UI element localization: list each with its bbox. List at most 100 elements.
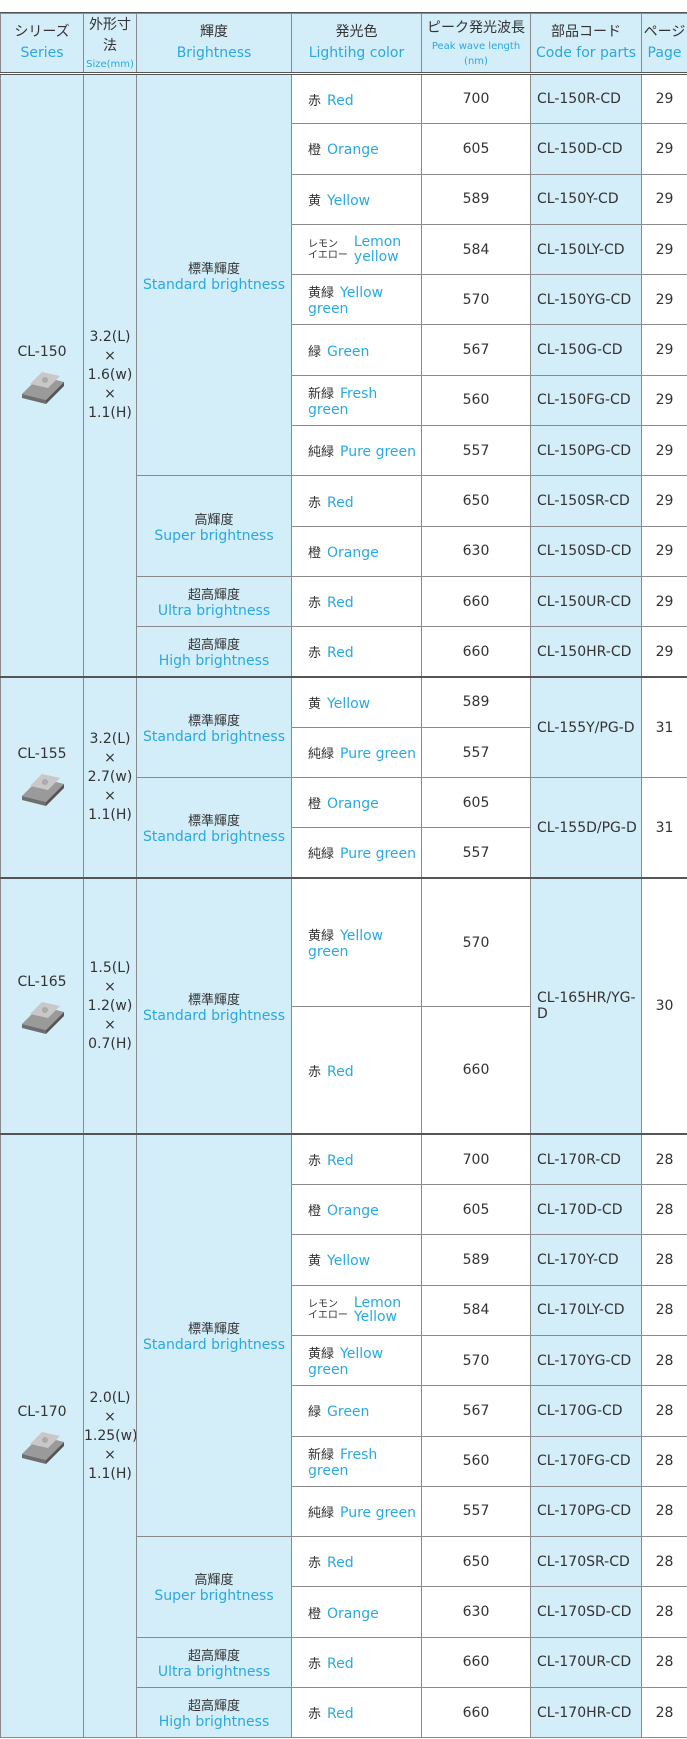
- page-number: 29: [641, 324, 687, 376]
- part-code: CL-170SR-CD: [530, 1536, 642, 1588]
- page-number: 28: [641, 1636, 687, 1689]
- header-row: シリーズ Series 外形寸法 Size(mm) 輝度 Brightness 発光色…: [0, 13, 687, 75]
- color-jp: 赤: [308, 646, 322, 662]
- wavelength: 700: [421, 72, 531, 125]
- color-en: Red: [327, 645, 354, 662]
- color-en: Red: [327, 494, 354, 511]
- color-cell: 赤 Red: [291, 1005, 422, 1135]
- table-row: 高輝度 Super brightness 赤 Red 650 CL-170SR-CD 28: [1, 1536, 687, 1638]
- led-image: [22, 773, 64, 806]
- brightness-jp: 高輝度: [194, 1573, 234, 1589]
- color-jp-line: レモン: [308, 1299, 338, 1311]
- wavelength: 589: [421, 173, 531, 225]
- size-line: 1.1(H): [88, 1465, 132, 1482]
- part-code: CL-170FG-CD: [530, 1435, 642, 1487]
- size-line: ×: [104, 1016, 116, 1033]
- color-en: Red: [327, 595, 354, 612]
- color-jp-line: イエロー: [308, 249, 348, 261]
- color-en: Pure green: [340, 846, 417, 863]
- table-row: レモン イエロー Lemon Yellow 584 CL-170LY-CD 28: [1, 1284, 687, 1336]
- part-code: CL-170R-CD: [530, 1133, 642, 1186]
- header-jp: 輝度: [200, 24, 228, 40]
- color-jp: 赤: [308, 1707, 322, 1723]
- color-cell: 赤 Red: [291, 575, 422, 628]
- table-row: 橙 Orange 605 CL-170D-CD 28: [1, 1184, 687, 1236]
- size-line: ×: [104, 750, 116, 767]
- brightness-jp: 標準輝度: [187, 714, 240, 730]
- led-image: [22, 1432, 64, 1465]
- color-en: Orange: [327, 142, 379, 159]
- led-image: [22, 371, 64, 404]
- part-code: CL-150G-CD: [530, 324, 642, 376]
- color-jp: 赤: [308, 93, 322, 109]
- brightness-jp: 超高輝度: [187, 1699, 240, 1715]
- color-en: Orange: [327, 796, 379, 813]
- color-cell: 純緑 Pure green: [291, 827, 422, 879]
- color-jp: 赤: [308, 1556, 322, 1572]
- color-cell: レモン イエロー Lemon Yellow: [291, 1284, 422, 1336]
- page-number: 28: [641, 1234, 687, 1286]
- size-line: 1.1(H): [88, 806, 132, 823]
- part-code: CL-150HR-CD: [530, 626, 642, 678]
- color-cell: 黄緑 Yellow green: [291, 274, 422, 326]
- color-cell: 橙 Orange: [291, 1586, 422, 1638]
- wavelength: 584: [421, 1284, 531, 1336]
- header-jp: 部品コード: [551, 24, 621, 40]
- header-en: Lightihg color: [308, 45, 405, 61]
- color-jp: 赤: [308, 1064, 322, 1080]
- size-line: 1.25(w): [84, 1427, 137, 1444]
- wavelength: 660: [421, 1687, 531, 1739]
- page-number: 29: [641, 475, 687, 527]
- header-cell: ページ Page: [641, 13, 687, 75]
- brightness-en: Standard brightness: [143, 829, 285, 846]
- color-cell: 赤 Red: [291, 1133, 422, 1186]
- size-cell: 1.5(L) × 1.2(w) × 0.7(H): [83, 877, 137, 1135]
- part-code: CL-170G-CD: [530, 1385, 642, 1437]
- brightness-en: Standard brightness: [143, 1007, 285, 1024]
- brightness-cell: 高輝度 Super brightness: [136, 475, 292, 577]
- wavelength: 557: [421, 425, 531, 477]
- size-line: 2.7(w): [87, 769, 133, 786]
- part-code: CL-170D-CD: [530, 1184, 642, 1236]
- wavelength: 560: [421, 1435, 531, 1487]
- brightness-jp: 標準輝度: [187, 992, 240, 1008]
- wavelength: 630: [421, 1586, 531, 1638]
- wavelength: 650: [421, 475, 531, 527]
- brightness-cell: 超高輝度 High brightness: [136, 626, 292, 678]
- brightness-cell: 標準輝度 Standard brightness: [136, 877, 292, 1135]
- brightness-en: Ultra brightness: [157, 603, 271, 620]
- brightness-cell: 標準輝度 Standard brightness: [136, 777, 292, 879]
- series-name: CL-155: [17, 745, 67, 762]
- color-jp: 黄緑: [308, 1347, 335, 1363]
- color-jp: 緑: [308, 344, 322, 360]
- color-en: Red: [327, 1153, 354, 1170]
- size-line: ×: [104, 978, 116, 995]
- table-row: 黄緑 Yellow green 570 CL-150YG-CD 29: [1, 274, 687, 326]
- wavelength: 605: [421, 777, 531, 829]
- color-jp: 純緑: [308, 847, 335, 863]
- brightness-cell: 標準輝度 Standard brightness: [136, 72, 292, 477]
- color-en: Lemon yellow: [353, 233, 402, 265]
- part-code: CL-170PG-CD: [530, 1485, 642, 1538]
- page-number: 28: [641, 1385, 687, 1437]
- header-en: Size(mm): [86, 58, 134, 70]
- size-line: ×: [104, 788, 116, 805]
- color-jp: 黄: [308, 193, 322, 209]
- color-en: Fresh green: [308, 385, 378, 418]
- color-cell: 赤 Red: [291, 475, 422, 527]
- size-line: 1.5(L): [89, 960, 131, 977]
- part-code: CL-155D/PG-D: [530, 777, 642, 879]
- wavelength: 650: [421, 1536, 531, 1588]
- wavelength: 589: [421, 1234, 531, 1286]
- brightness-en: Standard brightness: [143, 276, 285, 293]
- color-jp: 純緑: [308, 747, 335, 762]
- size-cell: 2.0(L) × 1.25(w) × 1.1(H): [83, 1133, 137, 1739]
- page-number: 30: [641, 877, 687, 1135]
- table-row: 純緑 Pure green 557 CL-170PG-CD 28: [1, 1485, 687, 1538]
- part-code: CL-150SR-CD: [530, 475, 642, 527]
- page-number: 31: [641, 777, 687, 879]
- wavelength: 660: [421, 1636, 531, 1689]
- color-jp: レモン イエロー: [308, 1299, 348, 1321]
- color-en: Lemon Yellow: [353, 1294, 402, 1326]
- page-number: 29: [641, 173, 687, 225]
